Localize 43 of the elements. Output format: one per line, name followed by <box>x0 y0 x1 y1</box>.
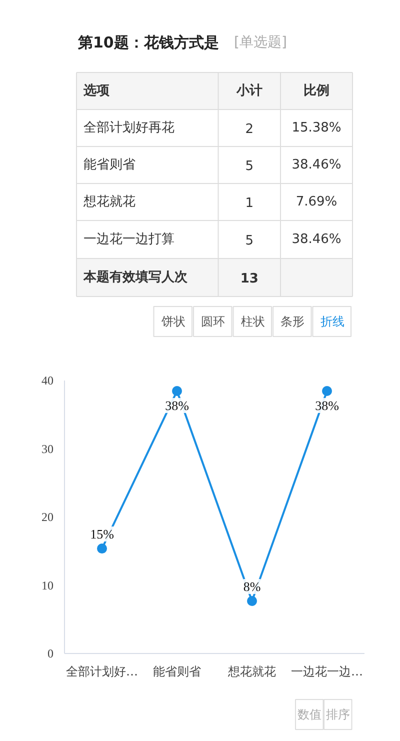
text: 能省则省 <box>83 158 136 172</box>
data-label: 8% <box>243 579 261 594</box>
text: 15.38% <box>292 120 342 136</box>
y-tick-label: 0 <box>48 646 54 660</box>
text: 38.46% <box>292 158 342 172</box>
text: 一边花一边打算 <box>83 232 174 247</box>
point <box>172 386 182 396</box>
text: [单选题] <box>234 34 287 50</box>
text: 2 <box>245 122 254 137</box>
text: 柱状 <box>240 314 265 328</box>
data-label: 15% <box>90 526 114 542</box>
point <box>322 386 332 396</box>
text: 饼状 <box>160 314 186 328</box>
text: 小计 <box>235 84 262 98</box>
point <box>97 544 107 554</box>
text: 全部计划好再花 <box>83 120 174 136</box>
text: 数值 <box>297 708 322 722</box>
text: 5 <box>245 234 254 248</box>
text: 想花就花 <box>82 194 136 210</box>
text: 选项 <box>82 84 110 98</box>
text: 38.46% <box>292 232 342 247</box>
point <box>247 596 257 606</box>
data-label: 38% <box>315 398 340 414</box>
text: 第10题：花钱方式是 <box>77 34 219 52</box>
x-tick-label: 全部计划好… <box>66 664 138 678</box>
text: 1 <box>245 196 254 211</box>
text: 13 <box>240 272 258 286</box>
y-tick-label: 30 <box>42 442 54 456</box>
text: 本题有效填写人次 <box>82 270 188 285</box>
text: 圆环 <box>201 314 225 328</box>
text: 比例 <box>304 84 330 98</box>
y-tick-label: 40 <box>42 374 54 388</box>
x-tick-label: 能省则省 <box>153 664 201 678</box>
text: 折线 <box>320 314 344 328</box>
text: 5 <box>245 159 254 174</box>
data-label: 38% <box>165 398 190 414</box>
x-tick-label: 一边花一边… <box>291 664 363 678</box>
x-tick-label: 想花就花 <box>227 664 276 678</box>
text: 7.69% <box>296 194 338 210</box>
y-tick-label: 10 <box>42 578 54 592</box>
text: 条形 <box>280 314 304 328</box>
text: 排序 <box>326 708 350 722</box>
y-tick-label: 20 <box>42 510 54 524</box>
